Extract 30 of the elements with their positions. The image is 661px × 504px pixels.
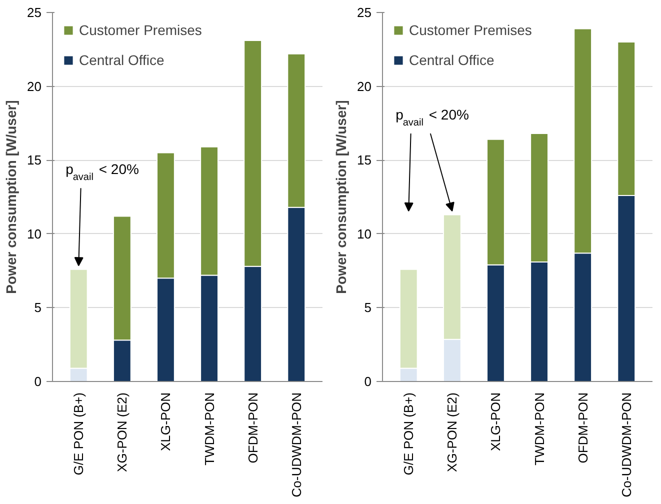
y-tick-label: 15 bbox=[357, 152, 372, 168]
y-tick-label: 25 bbox=[357, 5, 372, 20]
y-tick-label: 10 bbox=[27, 226, 42, 242]
y-tick-label: 25 bbox=[27, 5, 42, 20]
y-axis-title: Power consumption [W/user] bbox=[3, 100, 20, 294]
y-tick-label: 5 bbox=[364, 300, 372, 316]
legend-label: Central Office bbox=[409, 52, 494, 68]
y-tick-label: 0 bbox=[34, 374, 42, 389]
y-tick-label: 5 bbox=[34, 300, 42, 316]
x-tick-label: TWDM-PON bbox=[532, 392, 547, 466]
y-tick-label: 20 bbox=[27, 78, 42, 94]
x-tick-label: OFDM-PON bbox=[575, 392, 590, 464]
x-tick-label: XG-PON (E2) bbox=[444, 392, 460, 472]
x-tick-label: G/E PON (B+) bbox=[71, 392, 86, 476]
y-tick-label: 15 bbox=[27, 152, 42, 168]
x-tick-label: OFDM-PON bbox=[245, 392, 260, 464]
x-tick-label: G/E PON (B+) bbox=[401, 392, 416, 476]
x-tick-label: Co-UDWDM-PON bbox=[288, 392, 304, 498]
y-axis-title: Power consumption [W/user] bbox=[333, 100, 350, 294]
legend-label: Customer Premises bbox=[79, 22, 202, 38]
legend-label: Customer Premises bbox=[409, 22, 532, 38]
x-tick-label: XLG-PON bbox=[488, 392, 504, 452]
x-tick-label: TWDM-PON bbox=[202, 392, 217, 466]
y-tick-label: 10 bbox=[357, 226, 372, 242]
y-tick-label: 20 bbox=[357, 78, 372, 94]
x-tick-label: XLG-PON bbox=[158, 392, 174, 452]
y-tick-label: 0 bbox=[364, 374, 372, 389]
x-tick-label: XG-PON (E2) bbox=[114, 392, 130, 472]
legend-label: Central Office bbox=[79, 52, 164, 68]
x-tick-label: Co-UDWDM-PON bbox=[618, 392, 634, 498]
